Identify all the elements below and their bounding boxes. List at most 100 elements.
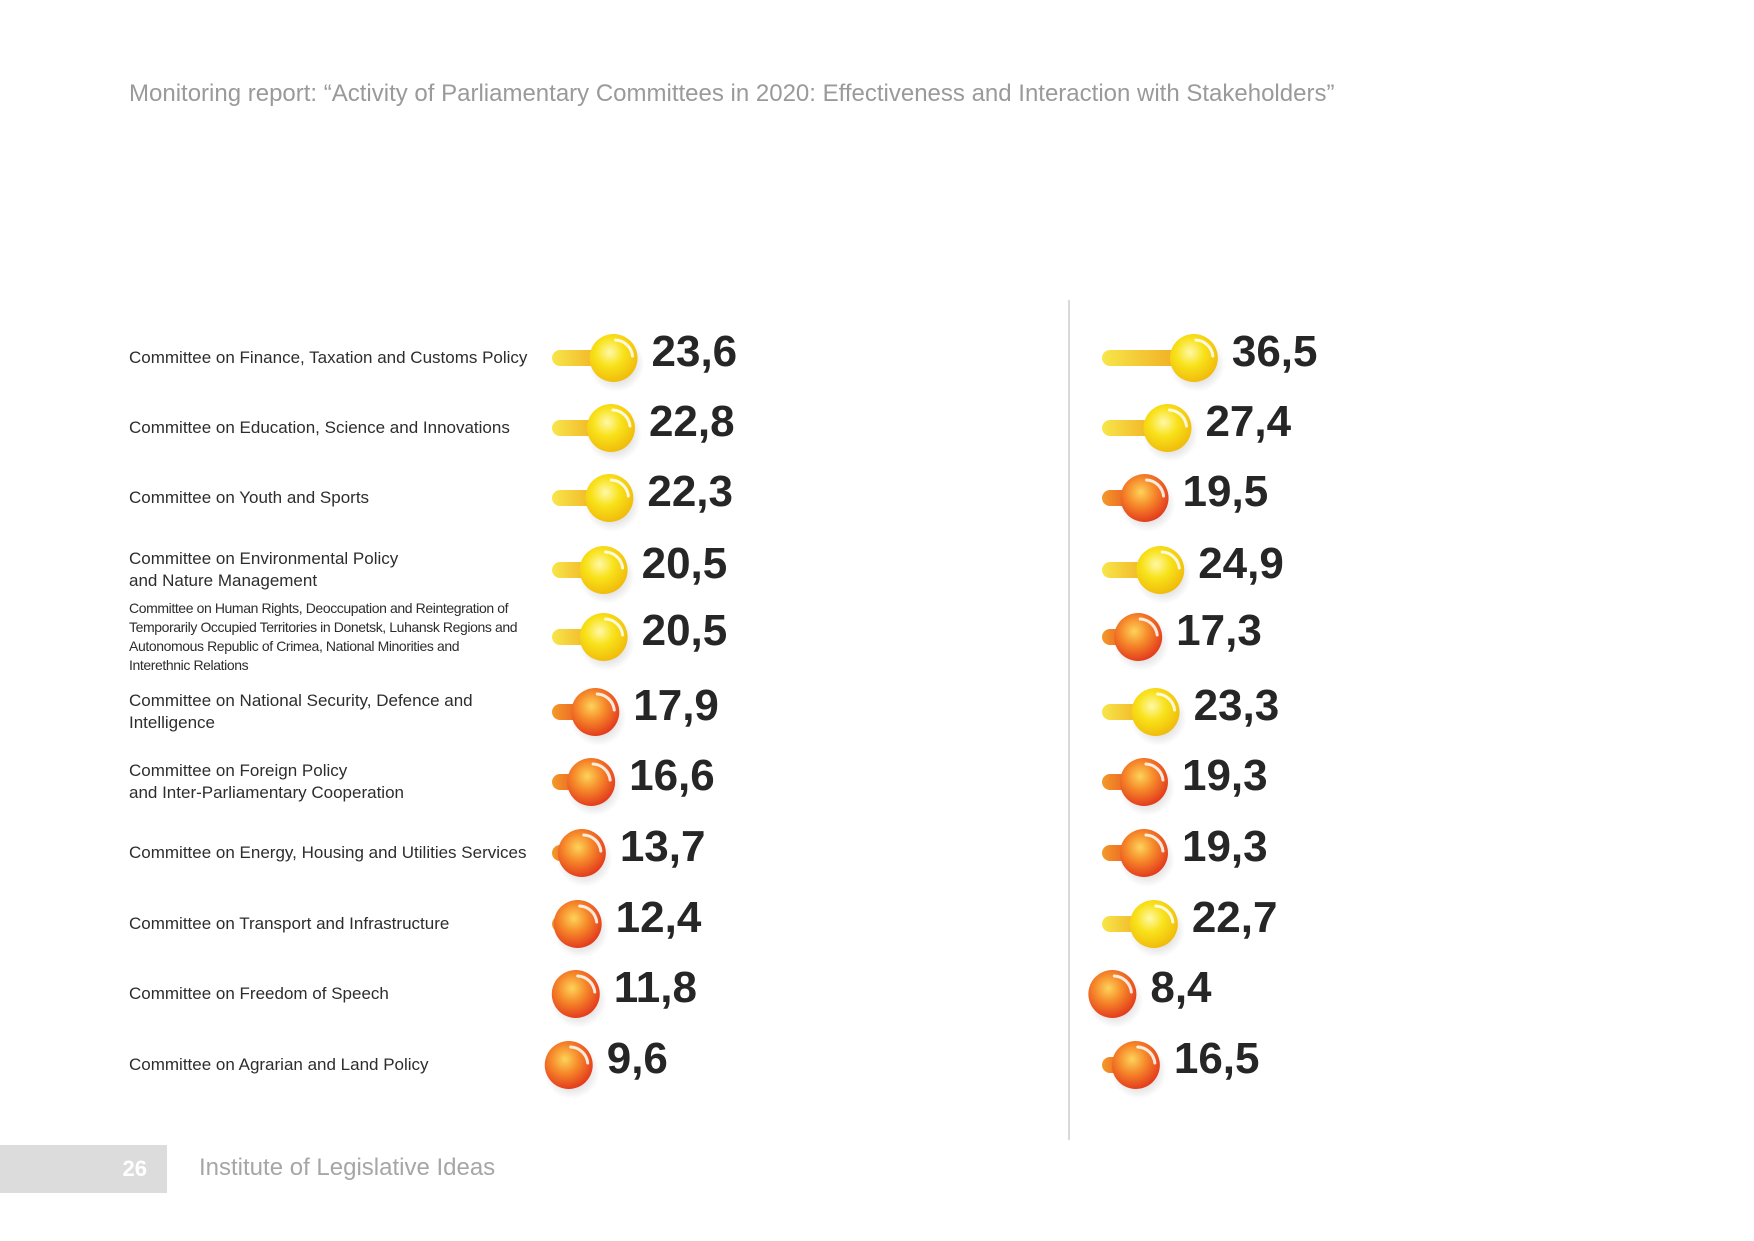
lollipop-mark: 22,8 [552, 397, 735, 462]
lollipop-ball-highlight [582, 833, 603, 853]
value-label: 17,3 [1176, 606, 1262, 655]
committee-label-line: Committee on National Security, Defence … [129, 691, 473, 732]
value-label: 23,6 [652, 327, 738, 376]
lollipop-ball [1119, 829, 1168, 877]
value-label: 16,5 [1174, 1034, 1260, 1083]
value-label: 17,9 [633, 681, 719, 730]
lollipop-mark: 22,7 [1102, 893, 1277, 958]
committee-label: Committee on Transport and Infrastructur… [129, 913, 559, 935]
value-label: 16,6 [629, 751, 715, 800]
lollipop-ball [586, 404, 635, 452]
lollipop-mark: 24,9 [1102, 539, 1284, 604]
lollipop-ball-highlight [578, 904, 599, 924]
committee-label-line: and Inter-Parliamentary Cooperation [129, 783, 404, 802]
lollipop-ball [544, 1041, 593, 1089]
lollipop-mark: 16,5 [1102, 1034, 1259, 1099]
lollipop-mark: 17,3 [1102, 606, 1262, 671]
committee-label: Committee on Human Rights, Deoccupation … [129, 599, 559, 675]
lollipop-mark: 17,9 [552, 681, 719, 746]
value-label: 19,3 [1182, 751, 1268, 800]
committee-label-line: Committee on Youth and Sports [129, 488, 370, 507]
lollipop-ball-highlight [1138, 617, 1159, 637]
committee-label: Committee on Freedom of Speech [129, 983, 559, 1005]
lollipop-ball [551, 970, 600, 1018]
committee-label: Committee on Education, Science and Inno… [129, 417, 559, 439]
committee-label-line: Committee on Foreign Policy [129, 761, 348, 780]
value-label: 27,4 [1205, 397, 1291, 446]
lollipop-ball [1120, 474, 1169, 522]
committee-label-line: Committee on Human Rights, Deoccupation … [129, 600, 509, 616]
lollipop-ball-highlight [1154, 904, 1175, 924]
lollipop-ball [1136, 546, 1185, 594]
value-label: 24,9 [1198, 539, 1284, 588]
committee-label: Committee on Agrarian and Land Policy [129, 1054, 559, 1076]
lollipop-ball-highlight [604, 617, 625, 637]
value-label: 22,3 [647, 467, 733, 516]
lollipop-mark: 19,3 [1102, 822, 1268, 887]
lollipop-ball-highlight [1167, 408, 1188, 428]
committee-label-line: Committee on Transport and Infrastructur… [129, 914, 450, 933]
lollipop-mark: 36,5 [1102, 327, 1317, 392]
lollipop-ball-highlight [569, 1045, 590, 1065]
lollipop-mark: 16,6 [552, 751, 715, 816]
value-label: 23,3 [1194, 681, 1280, 730]
committee-label-line: Committee on Finance, Taxation and Custo… [129, 348, 528, 367]
lollipop-ball-highlight [614, 338, 635, 358]
value-label: 20,5 [642, 606, 728, 655]
lollipop-ball-highlight [1112, 974, 1133, 994]
footer-page-box [0, 1145, 167, 1193]
lollipop-ball [1129, 900, 1178, 948]
lollipop-ball [553, 900, 602, 948]
value-label: 22,7 [1192, 893, 1278, 942]
value-label: 22,8 [649, 397, 735, 446]
lollipop-mark: 13,7 [552, 822, 705, 887]
committee-label-line: Committee on Environmental Policy [129, 549, 399, 568]
committee-label: Committee on Foreign Policy and Inter-Par… [129, 760, 559, 804]
lollipop-mark: 8,4 [1087, 963, 1212, 1028]
page-number: 26 [122, 1156, 147, 1181]
lollipop-mark: 9,6 [543, 1034, 668, 1099]
lollipop-ball [1111, 1041, 1160, 1089]
value-label: 9,6 [607, 1034, 668, 1083]
value-label: 19,5 [1183, 467, 1269, 516]
lollipop-mark: 12,4 [552, 893, 702, 958]
committee-label-line: Committee on Freedom of Speech [129, 984, 389, 1003]
lollipop-ball-highlight [591, 762, 612, 782]
committee-label-line: Committee on Energy, Housing and Utiliti… [129, 843, 527, 862]
value-label: 13,7 [620, 822, 706, 871]
lollipop-ball [585, 474, 634, 522]
committee-label: Committee on Youth and Sports [129, 487, 559, 509]
lollipop-ball-highlight [1144, 833, 1165, 853]
value-label: 11,8 [614, 963, 697, 1012]
lollipop-mark: 11,8 [550, 963, 697, 1028]
committee-label-line: Autonomous Republic of Crimea, National … [129, 638, 460, 654]
lollipop-mark: 23,3 [1102, 681, 1279, 746]
lollipop-ball [557, 829, 606, 877]
lollipop-ball-highlight [604, 550, 625, 570]
lollipop-mark: 20,5 [552, 539, 727, 604]
page-header: Monitoring report: “Activity of Parliame… [129, 80, 1335, 107]
lollipop-ball [1119, 758, 1168, 806]
lollipop-ball-highlight [1145, 478, 1166, 498]
committee-label-line: Temporarily Occupied Territories in Done… [129, 619, 518, 635]
lollipop-ball [571, 688, 620, 736]
footer-organization: Institute of Legislative Ideas [199, 1154, 496, 1181]
lollipop-ball [1131, 688, 1180, 736]
committee-label-line: Committee on Agrarian and Land Policy [129, 1055, 429, 1074]
value-label: 36,5 [1232, 327, 1318, 376]
committee-label-line: Committee on Education, Science and Inno… [129, 418, 510, 437]
committee-label: Committee on Finance, Taxation and Custo… [129, 347, 559, 369]
lollipop-mark: 27,4 [1102, 397, 1292, 462]
lollipop-ball [567, 758, 616, 806]
lollipop-ball-highlight [611, 408, 632, 428]
lollipop-ball [579, 546, 628, 594]
lollipop-ball-highlight [595, 692, 616, 712]
lollipop-ball [579, 613, 628, 661]
lollipop-mark: 19,5 [1102, 467, 1268, 532]
lollipop-ball-highlight [1136, 1045, 1157, 1065]
column-divider [1068, 300, 1070, 1140]
lollipop-ball [1114, 613, 1163, 661]
lollipop-mark: 20,5 [552, 606, 727, 671]
lollipop-mark: 22,3 [552, 467, 733, 532]
lollipop-mark: 23,6 [552, 327, 737, 392]
